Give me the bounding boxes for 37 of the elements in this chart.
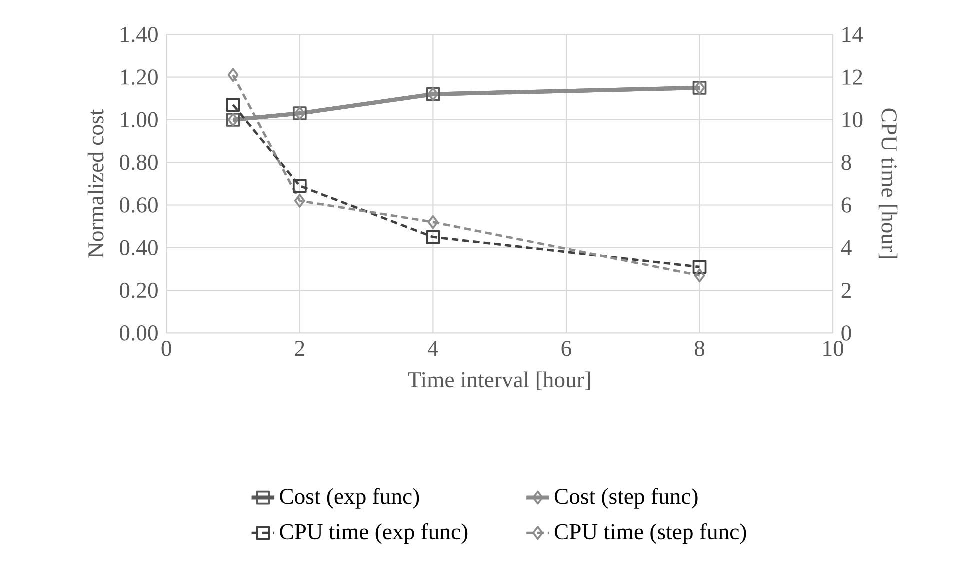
y-tick-label: 0.00 xyxy=(120,325,158,341)
y-tick-label: 1.40 xyxy=(121,26,158,42)
y-tick-label: 0.60 xyxy=(120,197,158,213)
x-tick-label: 8 xyxy=(694,340,705,356)
y2-tick-label: 4 xyxy=(841,240,852,256)
y-tick-label: 0.80 xyxy=(120,154,158,170)
point xyxy=(694,268,706,282)
y2-axis-title: CPU time [hour] xyxy=(878,108,898,258)
x-tick-label: 10 xyxy=(824,340,844,356)
legend-label: Cost (step func) xyxy=(554,488,698,509)
point xyxy=(292,179,307,193)
x-tick-label: 0 xyxy=(162,340,172,356)
legend-label: CPU time (exp func) xyxy=(280,523,468,544)
legend-label: CPU time (step func) xyxy=(554,523,746,544)
y2-tick-label: 10 xyxy=(842,112,863,128)
y2-tick-label: 2 xyxy=(842,282,851,298)
y-tick-label: 1.20 xyxy=(121,70,158,85)
point xyxy=(692,260,707,274)
y2-tick-label: 12 xyxy=(842,70,862,85)
y2-tick-label: 6 xyxy=(842,198,852,213)
x-axis-title: Time interval [hour] xyxy=(408,372,590,390)
x-tick-label: 6 xyxy=(562,340,572,356)
y-tick-label: 1.00 xyxy=(121,112,158,128)
point xyxy=(426,230,440,244)
point xyxy=(228,68,239,82)
y2-tick-label: 8 xyxy=(842,154,852,170)
point xyxy=(294,194,306,208)
x-tick-label: 4 xyxy=(428,340,438,356)
point xyxy=(226,98,240,112)
point xyxy=(428,215,439,230)
x-tick-label: 2 xyxy=(295,340,304,356)
y2-tick-label: 14 xyxy=(842,27,864,42)
legend-label: Cost (exp func) xyxy=(280,488,420,509)
y-tick-label: 0.20 xyxy=(120,282,158,298)
y2-tick-label: 0 xyxy=(842,326,852,341)
y-tick-label: 0.40 xyxy=(120,240,158,256)
y-axis-title: Normalized cost xyxy=(88,109,104,258)
